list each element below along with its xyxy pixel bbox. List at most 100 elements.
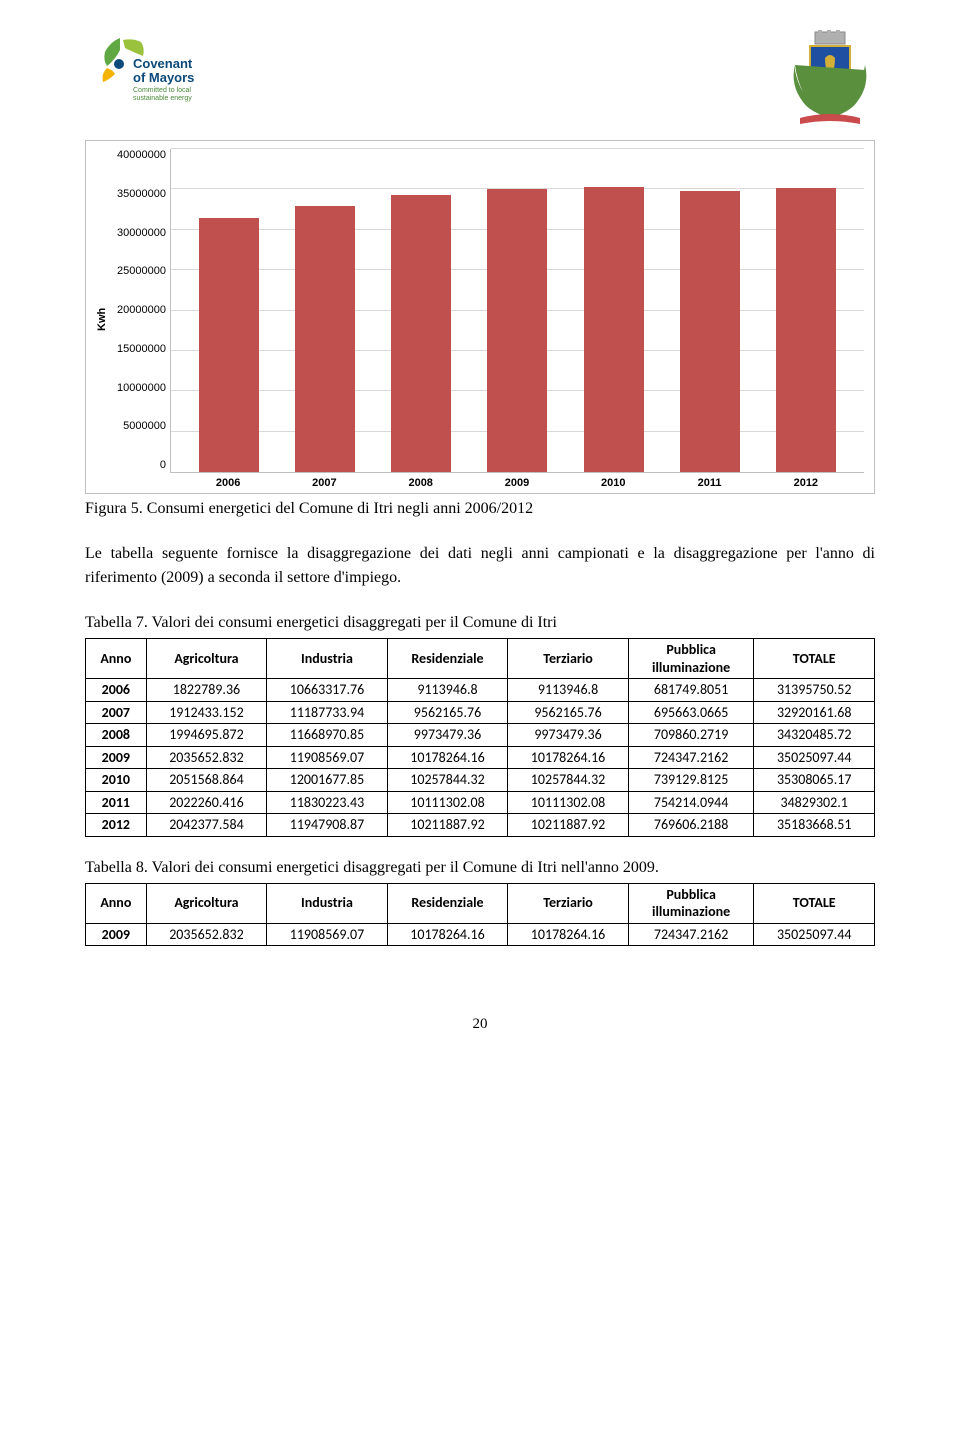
cell: 1822789.36 (146, 679, 267, 702)
cell: 11947908.87 (267, 814, 388, 837)
cell: 32920161.68 (754, 701, 875, 724)
col-industria: Industria (267, 639, 388, 679)
cell: 10211887.92 (387, 814, 508, 837)
cell: 11908569.07 (267, 923, 388, 946)
col-totale: TOTALE (754, 883, 875, 923)
svg-text:sustainable energy: sustainable energy (133, 95, 192, 102)
cell: 724347.2162 (628, 923, 754, 946)
col-terziario: Terziario (508, 883, 629, 923)
cell: 10111302.08 (387, 791, 508, 814)
comune-crest (785, 30, 875, 130)
cell: 35308065.17 (754, 769, 875, 792)
cell: 769606.2188 (628, 814, 754, 837)
cell: 754214.0944 (628, 791, 754, 814)
cell: 31395750.52 (754, 679, 875, 702)
table-row: 20061822789.3610663317.769113946.8911394… (86, 679, 875, 702)
cell: 2035652.832 (146, 923, 267, 946)
col-residenziale: Residenziale (387, 639, 508, 679)
header: Covenant of Mayors Committed to local su… (85, 30, 875, 130)
cell: 12001677.85 (267, 769, 388, 792)
table-row: 20071912433.15211187733.949562165.769562… (86, 701, 875, 724)
xtick: 2012 (776, 477, 836, 489)
cell: 2006 (86, 679, 147, 702)
table-row: 20081994695.87211668970.859973479.369973… (86, 724, 875, 747)
cell: 724347.2162 (628, 746, 754, 769)
svg-text:Committed to local: Committed to local (133, 87, 191, 94)
cell: 2011 (86, 791, 147, 814)
xtick: 2008 (391, 477, 451, 489)
bar (391, 195, 451, 472)
col-residenziale: Residenziale (387, 883, 508, 923)
cell: 34829302.1 (754, 791, 875, 814)
cell: 739129.8125 (628, 769, 754, 792)
col-anno: Anno (86, 883, 147, 923)
ytick: 35000000 (110, 188, 166, 200)
xtick: 2011 (680, 477, 740, 489)
xtick: 2007 (294, 477, 354, 489)
cell: 2012 (86, 814, 147, 837)
cell: 2008 (86, 724, 147, 747)
col-terziario: Terziario (508, 639, 629, 679)
cell: 9562165.76 (508, 701, 629, 724)
cell: 10178264.16 (508, 923, 629, 946)
bar (295, 206, 355, 472)
cell: 1912433.152 (146, 701, 267, 724)
ytick: 40000000 (110, 149, 166, 161)
ytick: 5000000 (110, 420, 166, 432)
col-pubblica: Pubblicailluminazione (628, 883, 754, 923)
ytick: 15000000 (110, 343, 166, 355)
svg-text:of Mayors: of Mayors (133, 70, 194, 85)
cell: 709860.2719 (628, 724, 754, 747)
x-axis-ticks: 2006 2007 2008 2009 2010 2011 2012 (170, 473, 864, 489)
table8: Anno Agricoltura Industria Residenziale … (85, 883, 875, 947)
cell: 35183668.51 (754, 814, 875, 837)
col-industria: Industria (267, 883, 388, 923)
cell: 10178264.16 (387, 746, 508, 769)
table-row: 20092035652.83211908569.0710178264.16101… (86, 746, 875, 769)
cell: 2010 (86, 769, 147, 792)
ytick: 10000000 (110, 382, 166, 394)
cell: 9562165.76 (387, 701, 508, 724)
ytick: 25000000 (110, 265, 166, 277)
col-totale: TOTALE (754, 639, 875, 679)
table7-title: Tabella 7. Valori dei consumi energetici… (85, 614, 875, 632)
covenant-logo: Covenant of Mayors Committed to local su… (85, 30, 205, 110)
cell: 11668970.85 (267, 724, 388, 747)
col-agricoltura: Agricoltura (146, 883, 267, 923)
cell: 11187733.94 (267, 701, 388, 724)
table-row: 20112022260.41611830223.4310111302.08101… (86, 791, 875, 814)
cell: 1994695.872 (146, 724, 267, 747)
bar-chart: Kwh 40000000 35000000 30000000 25000000 … (85, 140, 875, 494)
xtick: 2009 (487, 477, 547, 489)
cell: 34320485.72 (754, 724, 875, 747)
svg-text:Covenant: Covenant (133, 56, 193, 71)
table-row: 20122042377.58411947908.8710211887.92102… (86, 814, 875, 837)
bar (199, 218, 259, 472)
cell: 35025097.44 (754, 923, 875, 946)
plot-area (170, 149, 864, 473)
bar (680, 191, 740, 472)
cell: 10178264.16 (508, 746, 629, 769)
cell: 10257844.32 (387, 769, 508, 792)
cell: 2035652.832 (146, 746, 267, 769)
table-row: 20102051568.86412001677.8510257844.32102… (86, 769, 875, 792)
ytick: 0 (110, 459, 166, 471)
cell: 2009 (86, 746, 147, 769)
body-paragraph: Le tabella seguente fornisce la disaggre… (85, 542, 875, 590)
page-number: 20 (85, 1016, 875, 1033)
col-anno: Anno (86, 639, 147, 679)
cell: 9973479.36 (508, 724, 629, 747)
cell: 10178264.16 (387, 923, 508, 946)
ytick: 20000000 (110, 304, 166, 316)
cell: 2007 (86, 701, 147, 724)
col-agricoltura: Agricoltura (146, 639, 267, 679)
cell: 9973479.36 (387, 724, 508, 747)
bar (776, 188, 836, 472)
cell: 11908569.07 (267, 746, 388, 769)
table7: Anno Agricoltura Industria Residenziale … (85, 638, 875, 837)
cell: 2042377.584 (146, 814, 267, 837)
xtick: 2010 (583, 477, 643, 489)
cell: 2009 (86, 923, 147, 946)
xtick: 2006 (198, 477, 258, 489)
cell: 11830223.43 (267, 791, 388, 814)
